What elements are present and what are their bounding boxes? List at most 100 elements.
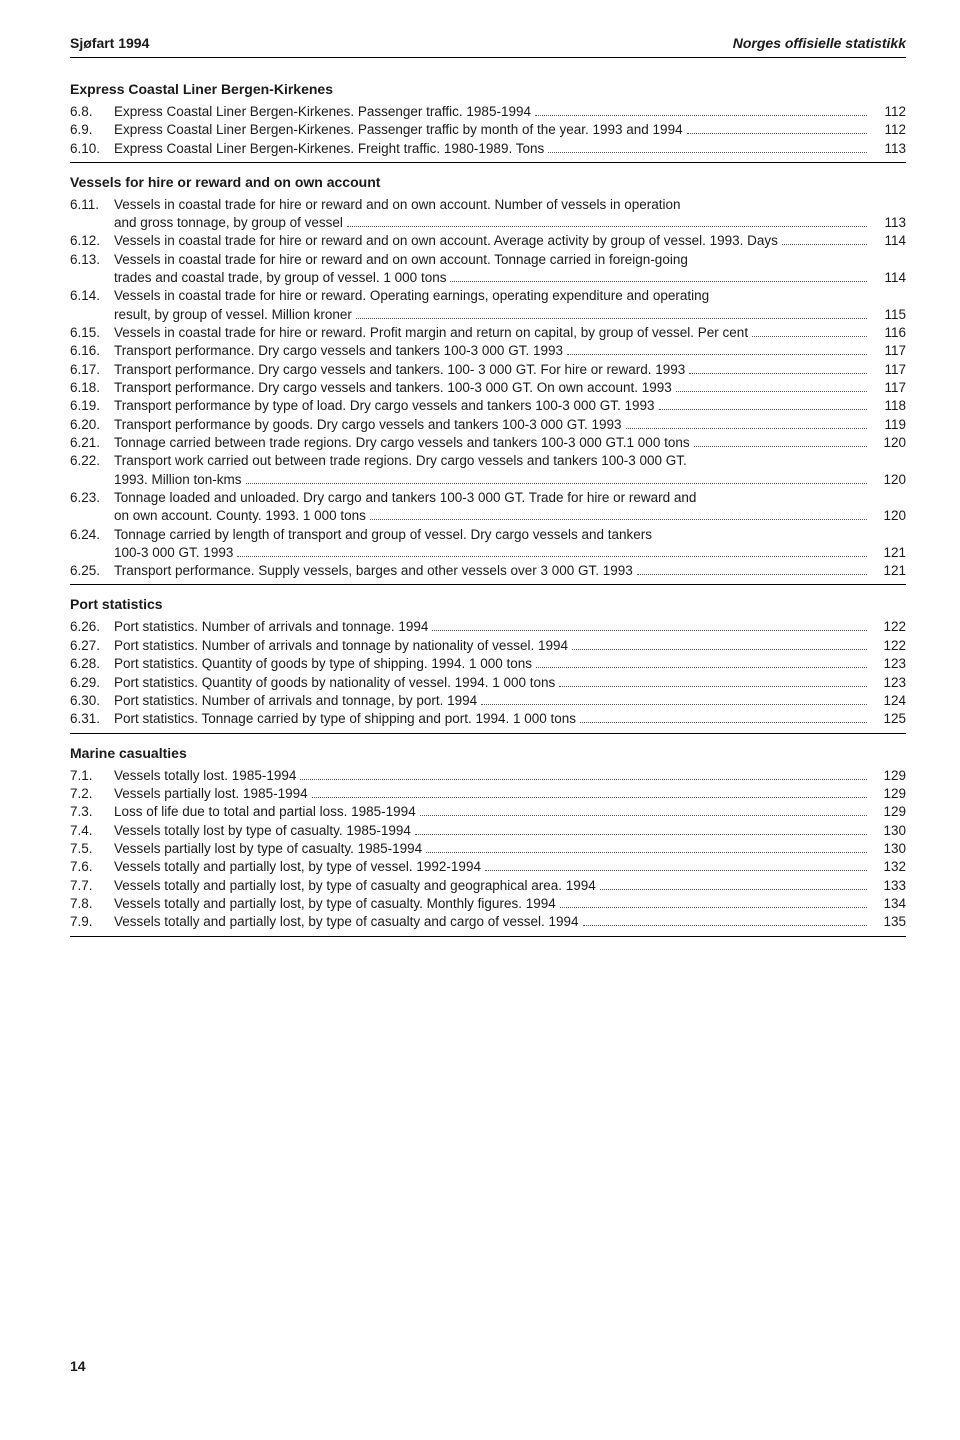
toc-text: Express Coastal Liner Bergen-Kirkenes. P… <box>114 103 531 121</box>
toc-leader <box>420 803 867 816</box>
toc-text: Port statistics. Quantity of goods by na… <box>114 674 555 692</box>
toc-text: Vessels in coastal trade for hire or rew… <box>114 251 688 269</box>
toc-text: trades and coastal trade, by group of ve… <box>114 269 446 287</box>
section-heading: Vessels for hire or reward and on own ac… <box>70 173 906 192</box>
toc-page: 112 <box>870 103 906 121</box>
toc-leader <box>426 840 867 853</box>
toc-leader <box>548 140 867 153</box>
toc-number: 6.26. <box>70 618 114 636</box>
toc-leader <box>580 710 867 723</box>
toc-number: 7.2. <box>70 785 114 803</box>
toc-text: and gross tonnage, by group of vessel <box>114 214 343 232</box>
toc-number: 7.6. <box>70 858 114 876</box>
toc-text: Express Coastal Liner Bergen-Kirkenes. P… <box>114 121 683 139</box>
toc-number: 6.28. <box>70 655 114 673</box>
header-rule <box>70 57 906 58</box>
toc-number: 7.3. <box>70 803 114 821</box>
toc-leader <box>676 379 867 392</box>
toc-leader <box>432 618 867 631</box>
toc-page: 130 <box>870 822 906 840</box>
section-rule <box>70 162 906 163</box>
toc-leader <box>246 471 867 484</box>
toc-text: Transport performance. Supply vessels, b… <box>114 562 633 580</box>
toc-entry: 7.3.Loss of life due to total and partia… <box>70 803 906 821</box>
section-heading: Marine casualties <box>70 744 906 763</box>
toc-page: 115 <box>870 306 906 324</box>
toc-page: 114 <box>870 269 906 287</box>
toc-page: 123 <box>870 655 906 673</box>
toc-page: 116 <box>870 324 906 342</box>
toc-entry-cont: on own account. County. 1993. 1 000 tons… <box>70 507 906 525</box>
toc-leader <box>535 103 867 116</box>
toc-number: 6.30. <box>70 692 114 710</box>
toc-page: 132 <box>870 858 906 876</box>
toc-page: 122 <box>870 618 906 636</box>
toc-entry-cont: trades and coastal trade, by group of ve… <box>70 269 906 287</box>
toc-number: 6.31. <box>70 710 114 728</box>
toc-leader <box>450 269 867 282</box>
toc-leader <box>567 342 867 355</box>
toc-text: Tonnage carried between trade regions. D… <box>114 434 690 452</box>
toc-text: Port statistics. Number of arrivals and … <box>114 692 477 710</box>
toc-number: 7.8. <box>70 895 114 913</box>
toc-number: 6.15. <box>70 324 114 342</box>
toc-entry: 6.16.Transport performance. Dry cargo ve… <box>70 342 906 360</box>
toc-entry: 7.9.Vessels totally and partially lost, … <box>70 913 906 931</box>
toc-leader <box>626 416 867 429</box>
toc-text: Express Coastal Liner Bergen-Kirkenes. F… <box>114 140 544 158</box>
toc-number: 6.11. <box>70 196 114 214</box>
toc-page: 130 <box>870 840 906 858</box>
toc-entry: 6.25.Transport performance. Supply vesse… <box>70 562 906 580</box>
toc-page: 135 <box>870 913 906 931</box>
toc-text: Vessels partially lost by type of casual… <box>114 840 422 858</box>
toc-leader <box>536 655 867 668</box>
toc-text: Transport performance. Dry cargo vessels… <box>114 342 563 360</box>
toc-number: 6.13. <box>70 251 114 269</box>
toc-leader <box>300 766 867 779</box>
toc-leader <box>572 637 867 650</box>
toc-text: Vessels in coastal trade for hire or rew… <box>114 324 748 342</box>
toc-leader <box>415 821 867 834</box>
header-left: Sjøfart 1994 <box>70 34 149 53</box>
toc-number: 6.23. <box>70 489 114 507</box>
toc-page: 121 <box>870 544 906 562</box>
toc-entry: 6.27.Port statistics. Number of arrivals… <box>70 637 906 655</box>
toc-text: Vessels totally lost. 1985-1994 <box>114 767 296 785</box>
toc-leader <box>356 305 867 318</box>
toc-page: 133 <box>870 877 906 895</box>
toc-entry: 6.13.Vessels in coastal trade for hire o… <box>70 251 906 269</box>
toc-number: 6.25. <box>70 562 114 580</box>
toc-entry: 6.9.Express Coastal Liner Bergen-Kirkene… <box>70 121 906 139</box>
toc-leader <box>694 434 867 447</box>
toc-number: 6.21. <box>70 434 114 452</box>
toc-entry: 6.28.Port statistics. Quantity of goods … <box>70 655 906 673</box>
header-right: Norges offisielle statistikk <box>733 34 906 53</box>
toc-leader <box>559 673 867 686</box>
toc-number: 6.19. <box>70 397 114 415</box>
toc-page: 125 <box>870 710 906 728</box>
toc-entry-cont: result, by group of vessel. Million kron… <box>70 305 906 323</box>
toc-leader <box>481 692 867 705</box>
page-header: Sjøfart 1994 Norges offisielle statistik… <box>70 34 906 55</box>
toc-page: 129 <box>870 785 906 803</box>
toc-number: 6.16. <box>70 342 114 360</box>
toc-page: 129 <box>870 803 906 821</box>
toc-text: Transport performance. Dry cargo vessels… <box>114 379 672 397</box>
toc-sections: Express Coastal Liner Bergen-Kirkenes6.8… <box>70 80 906 937</box>
toc-number: 7.7. <box>70 877 114 895</box>
toc-leader <box>312 785 867 798</box>
toc-text: Vessels partially lost. 1985-1994 <box>114 785 308 803</box>
toc-text: Vessels in coastal trade for hire or rew… <box>114 232 778 250</box>
toc-text: Vessels totally and partially lost, by t… <box>114 858 481 876</box>
toc-leader <box>583 913 867 926</box>
toc-page: 120 <box>870 507 906 525</box>
toc-leader <box>485 858 867 871</box>
toc-page: 113 <box>870 140 906 158</box>
toc-text: Transport work carried out between trade… <box>114 452 687 470</box>
toc-entry: 6.17.Transport performance. Dry cargo ve… <box>70 361 906 379</box>
toc-number: 6.8. <box>70 103 114 121</box>
toc-page: 122 <box>870 637 906 655</box>
toc-text: Vessels totally lost by type of casualty… <box>114 822 411 840</box>
toc-entry: 6.21.Tonnage carried between trade regio… <box>70 434 906 452</box>
toc-page: 119 <box>870 416 906 434</box>
